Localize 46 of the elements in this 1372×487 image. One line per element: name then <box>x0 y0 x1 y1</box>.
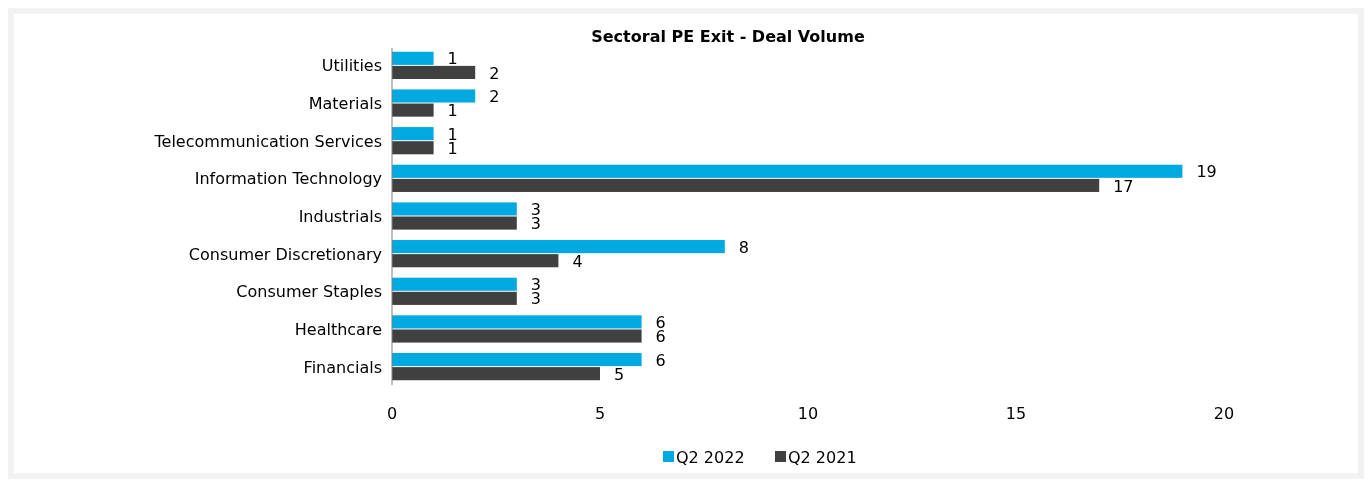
x-tick-label: 15 <box>1005 404 1027 423</box>
bar <box>392 164 1183 178</box>
y-tick-label: Information Technology <box>194 169 382 189</box>
data-label: 4 <box>572 251 583 271</box>
data-label: 1 <box>447 49 458 69</box>
legend-label: Q2 2022 <box>676 447 745 467</box>
bar <box>392 315 642 329</box>
bar <box>392 51 434 65</box>
data-label: 8 <box>738 237 749 257</box>
data-label: 2 <box>489 87 500 107</box>
y-tick-label: Utilities <box>321 56 382 76</box>
bar <box>392 329 642 343</box>
x-tick-label: 10 <box>797 404 819 423</box>
bar <box>392 216 517 230</box>
data-label: 2 <box>489 63 500 83</box>
y-tick-label: Healthcare <box>294 320 382 340</box>
bar <box>392 127 434 141</box>
data-label: 17 <box>1113 176 1134 196</box>
data-label: 6 <box>655 327 666 347</box>
x-tick-label: 0 <box>386 404 398 423</box>
y-tick-label: Consumer Discretionary <box>188 244 382 264</box>
bar <box>392 277 517 291</box>
bar <box>392 178 1100 192</box>
legend-label: Q2 2021 <box>788 447 857 467</box>
data-label: 19 <box>1196 162 1217 182</box>
bar <box>392 89 476 103</box>
y-tick-label: Consumer Staples <box>236 282 382 302</box>
bar <box>392 202 517 216</box>
bar <box>392 254 559 268</box>
bar <box>392 141 434 155</box>
data-label: 1 <box>447 101 458 121</box>
chart-title: Sectoral PE Exit - Deal Volume <box>591 27 865 46</box>
bar <box>392 352 642 367</box>
bar <box>392 291 517 305</box>
y-tick-label: Financials <box>303 357 382 377</box>
bar <box>392 103 434 117</box>
y-tick-label: Industrials <box>298 207 382 227</box>
x-tick-label: 5 <box>594 404 606 423</box>
data-label: 5 <box>614 364 625 384</box>
x-tick-label: 20 <box>1213 404 1235 423</box>
bar <box>392 367 600 381</box>
bar <box>392 240 725 254</box>
data-label: 6 <box>655 350 666 370</box>
y-tick-label: Materials <box>308 94 382 114</box>
y-tick-label: Telecommunication Services <box>153 131 382 151</box>
bar <box>392 65 476 80</box>
